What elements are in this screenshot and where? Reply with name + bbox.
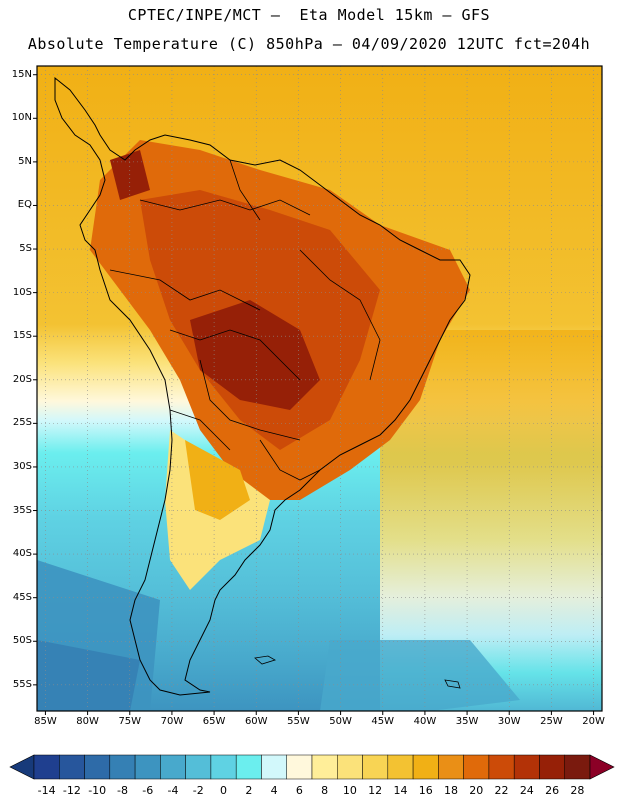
colorbar-label: 16: [418, 784, 433, 797]
latitude-label: 35S: [12, 504, 32, 516]
colorbar-swatch: [210, 754, 237, 780]
colorbar-label: -12: [62, 784, 81, 797]
longitude-label: 65W: [202, 716, 226, 727]
latitude-label: 50S: [12, 635, 32, 647]
longitude-label: 85W: [34, 716, 57, 727]
colorbar-swatch: [362, 754, 389, 780]
colorbar-label: -6: [142, 784, 154, 797]
colorbar-swatch: [311, 754, 338, 780]
colorbar-swatch: [134, 754, 161, 780]
colorbar-label: 28: [570, 784, 585, 797]
latitude-label: 5S: [19, 243, 32, 255]
colorbar-swatch: [109, 754, 136, 780]
colorbar-swatch: [286, 754, 313, 780]
colorbar-swatch: [564, 754, 591, 780]
colorbar-label: 0: [220, 784, 228, 797]
longitude-label: 40W: [413, 716, 437, 727]
colorbar-swatch: [59, 754, 85, 780]
colorbar-label: 18: [444, 784, 458, 797]
colorbar-label: 26: [545, 784, 560, 797]
colorbar-swatch: [84, 754, 111, 780]
colorbar-swatch: [412, 754, 439, 780]
colorbar-label: 10: [342, 784, 357, 797]
colorbar-swatch: [488, 754, 515, 780]
longitude-label: 30W: [497, 716, 521, 727]
colorbar-swatch: [261, 754, 287, 780]
colorbar-swatch: [337, 754, 363, 780]
colorbar-label: -4: [167, 784, 179, 797]
colorbar-swatch: [235, 754, 262, 780]
latitude-label: 15S: [12, 330, 32, 342]
latitude-label: 15N: [11, 68, 32, 80]
latitude-label: 10N: [11, 112, 32, 124]
colorbar-label: 12: [368, 784, 383, 797]
colorbar-swatch: [387, 754, 414, 780]
latitude-label: 10S: [12, 286, 32, 298]
colorbar-swatch: [513, 754, 540, 780]
hottest-core: [190, 300, 320, 410]
colorbar-label: -14: [37, 784, 56, 797]
colorbar-swatch: [539, 754, 565, 780]
colorbar-swatch: [463, 754, 490, 780]
longitude-label: 70W: [160, 716, 184, 727]
latitude-label: 45S: [12, 591, 32, 603]
colorbar-label: -10: [88, 784, 107, 797]
colorbar: [9, 754, 615, 780]
colorbar-label: 2: [245, 784, 253, 797]
axis-ticks: [33, 74, 595, 715]
colorbar-low-arrow: [9, 754, 35, 780]
map-subtitle: Absolute Temperature (C) 850hPa – 04/09/…: [27, 35, 591, 53]
longitude-label: 75W: [118, 716, 142, 727]
longitude-label: 45W: [371, 716, 395, 727]
colorbar-label: -8: [116, 784, 128, 797]
latitude-label: 5N: [18, 155, 32, 167]
colorbar-label: 14: [393, 784, 408, 797]
colorbar-label: 24: [519, 784, 534, 797]
cold-pool-southatlantic: [320, 640, 520, 711]
south-america-coastline: [54, 76, 471, 696]
colorbar-label: 8: [321, 784, 329, 797]
colorbar-swatch: [33, 754, 60, 780]
latitude-label: 40S: [12, 548, 32, 560]
latitude-label: 25S: [12, 417, 32, 429]
longitude-label: 55W: [287, 716, 310, 727]
latitude-label: 30S: [12, 460, 32, 472]
colorbar-label: 20: [469, 784, 484, 797]
south-georgia-island: [444, 679, 461, 689]
colorbar-label: 6: [295, 784, 303, 797]
colorbar-swatch: [438, 754, 464, 780]
longitude-label: 35W: [455, 716, 479, 727]
colorbar-swatch: [185, 754, 212, 780]
temperature-field: [37, 66, 602, 711]
colorbar-high-arrow: [589, 754, 615, 780]
longitude-label: 20W: [582, 716, 605, 727]
longitude-label: 25W: [540, 716, 563, 727]
longitude-label: 80W: [76, 716, 99, 727]
longitude-label: 50W: [329, 716, 352, 727]
latitude-label: 55S: [12, 678, 32, 690]
colorbar-label: 4: [270, 784, 278, 797]
cold-pool-deep: [37, 640, 140, 711]
map-frame: [36, 65, 603, 712]
country-borders: [109, 159, 381, 481]
latitude-label: 20S: [12, 373, 32, 385]
colorbar-label: 22: [494, 784, 509, 797]
colorbar-label: -2: [192, 784, 204, 797]
map-title: CPTEC/INPE/MCT – Eta Model 15km – GFS: [127, 6, 491, 24]
latitude-label: EQ: [17, 199, 32, 211]
colorbar-swatch: [160, 754, 186, 780]
longitude-label: 60W: [244, 716, 268, 727]
falkland-islands: [254, 655, 277, 665]
warm-tongue-core: [185, 440, 250, 520]
